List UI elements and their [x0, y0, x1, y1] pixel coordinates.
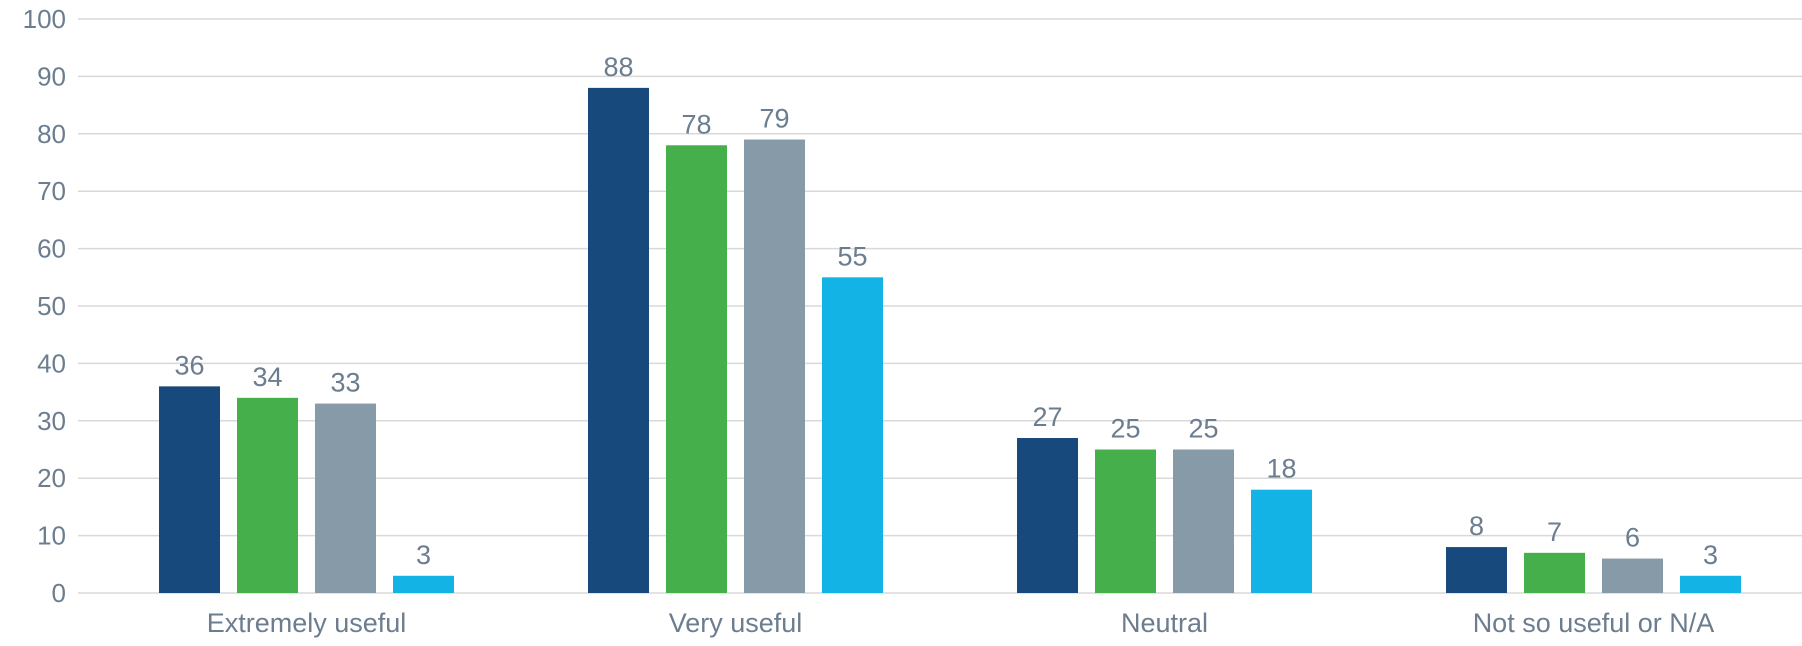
- bar: [744, 139, 805, 594]
- data-label: 7: [1547, 517, 1562, 547]
- y-tick-label: 20: [37, 463, 66, 493]
- data-label: 78: [681, 109, 711, 139]
- x-axis-category-labels: Extremely useful Very useful Neutral Not so…: [207, 608, 1715, 638]
- y-tick-label: 50: [37, 291, 66, 321]
- data-label: 3: [1703, 540, 1718, 570]
- y-tick-label: 40: [37, 348, 66, 378]
- x-category-label: Neutral: [1121, 608, 1208, 638]
- x-category-label: Extremely useful: [207, 608, 407, 638]
- bar: [666, 145, 727, 593]
- bar: [822, 277, 883, 593]
- x-category-label: Not so useful or N/A: [1473, 608, 1715, 638]
- bar: [1095, 449, 1156, 593]
- y-tick-label: 80: [37, 119, 66, 149]
- y-tick-label: 70: [37, 176, 66, 206]
- y-tick-label: 30: [37, 406, 66, 436]
- bar: [588, 87, 649, 593]
- y-tick-label: 100: [23, 4, 66, 34]
- y-tick-label: 10: [37, 521, 66, 551]
- data-label: 88: [603, 52, 633, 82]
- bar: [1017, 438, 1078, 593]
- bar: [1251, 489, 1312, 593]
- data-label: 79: [759, 104, 789, 134]
- data-label: 6: [1625, 523, 1640, 553]
- y-tick-label: 0: [52, 578, 66, 608]
- bar: [159, 386, 220, 593]
- bar: [1524, 552, 1585, 593]
- bar: [237, 397, 298, 593]
- bar: [393, 575, 454, 593]
- bar: [1680, 575, 1741, 593]
- bar: [1173, 449, 1234, 593]
- data-label: 8: [1469, 511, 1484, 541]
- y-tick-label: 90: [37, 61, 66, 91]
- data-label: 27: [1032, 402, 1062, 432]
- bar: [1602, 558, 1663, 593]
- bar: [315, 403, 376, 593]
- data-label: 25: [1188, 414, 1218, 444]
- bar: [1446, 547, 1507, 593]
- data-label: 25: [1110, 414, 1140, 444]
- data-label: 34: [252, 362, 282, 392]
- y-axis-tick-labels: 0 10 20 30 40 50 60 70 80 90 100: [23, 4, 66, 608]
- data-label: 36: [174, 350, 204, 380]
- x-category-label: Very useful: [669, 608, 803, 638]
- data-label: 3: [416, 540, 431, 570]
- bars: [159, 87, 1741, 594]
- data-label: 55: [837, 241, 867, 271]
- y-tick-label: 60: [37, 234, 66, 264]
- data-label: 33: [330, 368, 360, 398]
- data-label: 18: [1266, 454, 1296, 484]
